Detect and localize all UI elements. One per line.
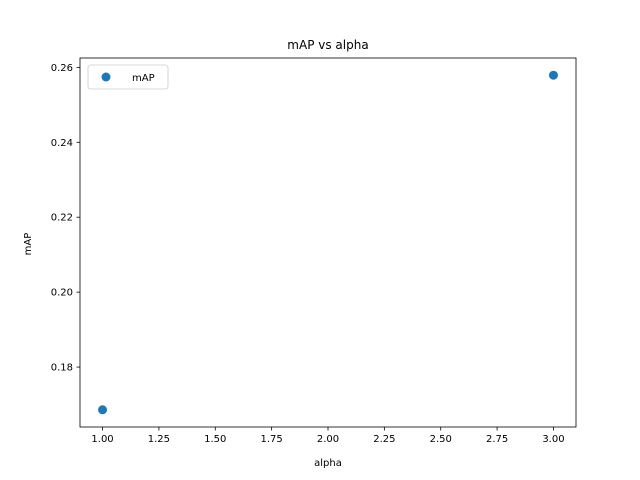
y-tick-label: 0.20	[51, 288, 73, 299]
x-tick-label: 2.25	[373, 434, 395, 445]
x-tick-label: 1.50	[204, 434, 226, 445]
x-tick-label: 1.25	[148, 434, 170, 445]
x-tick-label: 3.00	[542, 434, 564, 445]
plot-area: 1.00 1.25 1.50 1.75 2.00 2.25 2.50 2.75 3.00 0.18…	[51, 57, 577, 445]
y-axis-label: mAP	[23, 233, 34, 256]
x-tick-label: 2.00	[317, 434, 339, 445]
y-tick-label: 0.22	[51, 213, 73, 224]
legend-marker	[101, 72, 111, 82]
y-tick-label: 0.26	[51, 63, 73, 74]
legend-box	[87, 64, 169, 90]
legend-label: mAP	[132, 73, 155, 84]
x-tick-label: 1.75	[261, 434, 283, 445]
legend: mAP	[87, 64, 169, 90]
data-point	[98, 405, 108, 415]
x-tick-label: 1.00	[91, 434, 113, 445]
x-tick-label: 2.75	[486, 434, 508, 445]
chart-title: mAP vs alpha	[287, 38, 368, 52]
y-tick-label: 0.24	[51, 138, 73, 149]
data-point	[548, 70, 558, 80]
y-tick-label: 0.18	[51, 363, 73, 374]
x-axis-label: alpha	[314, 458, 342, 469]
x-tick-label: 2.50	[430, 434, 452, 445]
